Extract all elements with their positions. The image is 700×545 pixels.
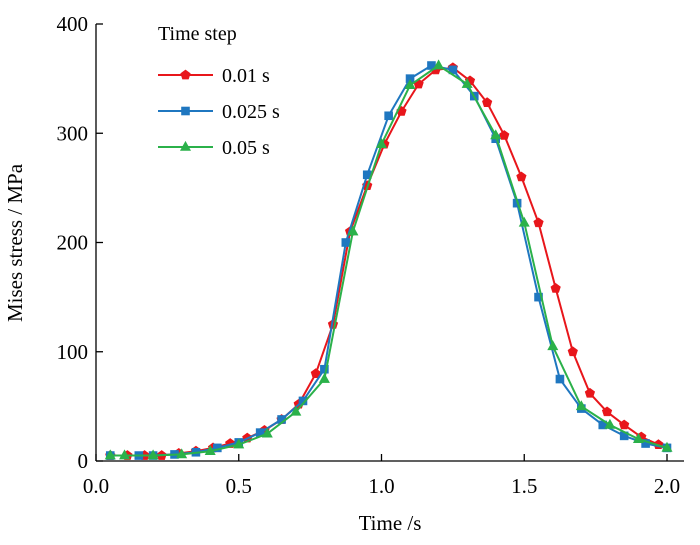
data-point: [619, 419, 630, 430]
data-point: [384, 111, 393, 121]
data-point: [499, 130, 510, 140]
y-axis-title: Mises stress / MPa: [3, 163, 27, 322]
data-point: [347, 225, 359, 236]
series-line: [110, 64, 668, 457]
x-tick-label: 1.0: [368, 474, 394, 498]
data-point: [104, 449, 116, 460]
data-point: [318, 372, 330, 383]
data-point: [404, 79, 416, 89]
data-point: [601, 406, 613, 417]
data-point: [176, 448, 188, 459]
x-tick-label: 0.5: [226, 474, 252, 498]
x-tick-label: 0.0: [83, 474, 109, 498]
data-point: [604, 418, 616, 429]
series-line: [110, 64, 668, 457]
legend: Time step 0.01 s 0.025 s 0.05 s: [158, 23, 280, 159]
series-0: [105, 62, 664, 460]
data-point: [661, 441, 673, 452]
data-point: [341, 238, 351, 247]
legend-label: 0.025 s: [222, 101, 280, 123]
data-point: [632, 433, 644, 443]
data-point: [433, 59, 445, 70]
legend-marker: [181, 106, 190, 116]
data-point: [584, 387, 596, 398]
legend-item: 0.025 s: [158, 101, 280, 123]
x-tick-label: 1.5: [511, 474, 537, 498]
y-tick-label: 300: [57, 121, 89, 145]
y-tick-label: 200: [57, 231, 89, 255]
data-point: [567, 346, 578, 357]
data-point: [310, 368, 321, 378]
legend-label: 0.05 s: [222, 137, 270, 159]
data-point: [490, 129, 502, 140]
data-point: [461, 77, 473, 88]
ticks-layer: 0 100 200 300 400 0.0 0.5 1.0 1.5 2.0: [57, 12, 681, 498]
data-point: [204, 445, 216, 455]
legend-label: 0.01 s: [222, 65, 270, 87]
data-point: [375, 138, 388, 148]
legend-title: Time step: [158, 23, 237, 45]
x-axis-title: Time /s: [359, 511, 422, 535]
y-tick-label: 400: [57, 12, 89, 36]
data-point: [555, 374, 565, 384]
data-point: [575, 400, 587, 411]
data-point: [482, 97, 493, 108]
data-point: [533, 217, 544, 228]
legend-marker: [179, 140, 192, 151]
data-point: [534, 292, 543, 302]
y-tick-label: 100: [57, 340, 89, 364]
data-point: [147, 449, 159, 460]
y-tick-label: 0: [78, 449, 89, 473]
series-2: [104, 59, 673, 460]
legend-items: 0.01 s 0.025 s 0.05 s: [158, 65, 280, 159]
data-point: [261, 427, 273, 438]
data-point: [233, 438, 245, 449]
legend-marker: [180, 69, 191, 80]
data-point: [516, 171, 527, 182]
data-point: [547, 340, 559, 351]
data-point: [518, 216, 530, 227]
data-point: [290, 405, 302, 416]
legend-item: 0.01 s: [158, 65, 270, 87]
series-layer: [104, 59, 673, 460]
series-1: [105, 61, 672, 460]
data-point: [550, 283, 561, 293]
legend-item: 0.05 s: [158, 137, 270, 159]
x-tick-label: 2.0: [654, 474, 680, 498]
data-point: [119, 449, 131, 460]
